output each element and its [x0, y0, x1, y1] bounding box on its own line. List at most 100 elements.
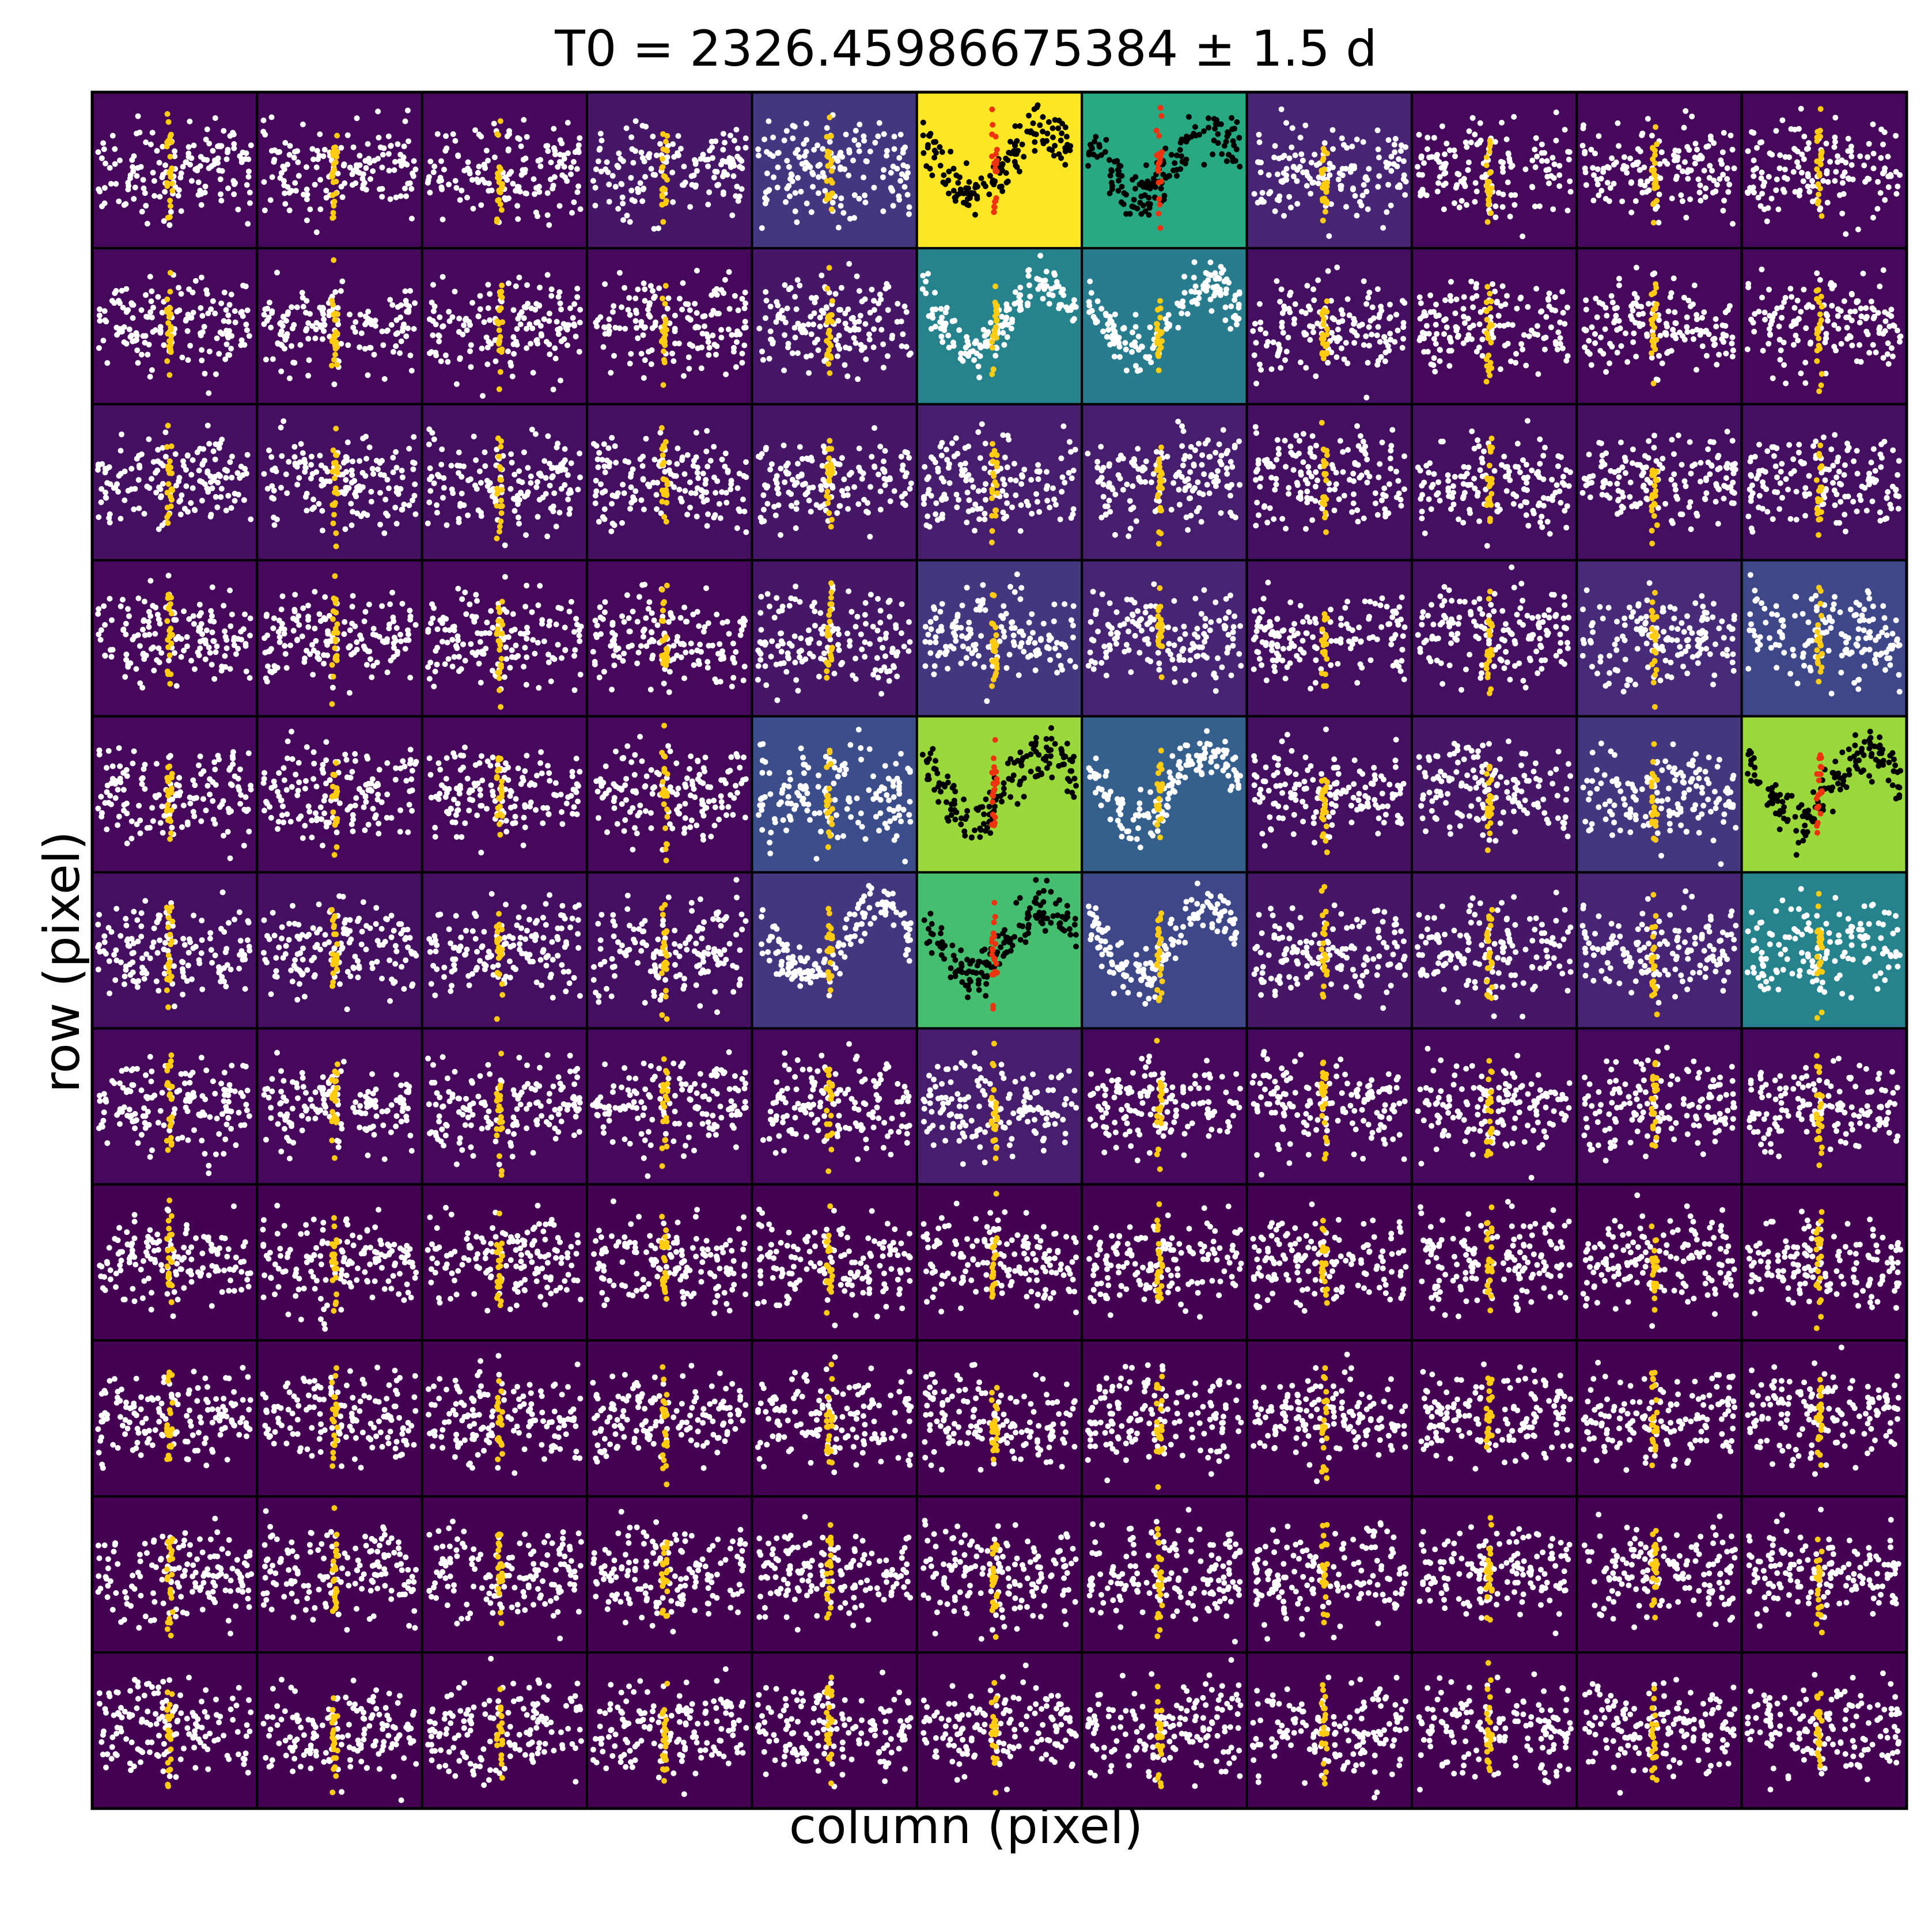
flux-point — [1707, 163, 1713, 169]
flux-point — [1027, 294, 1033, 299]
in-transit-point — [1158, 344, 1164, 350]
flux-point — [1294, 201, 1300, 207]
flux-point — [468, 476, 473, 482]
flux-point — [1127, 498, 1133, 504]
flux-point — [123, 201, 128, 207]
flux-point — [1214, 117, 1219, 123]
in-transit-point — [994, 147, 1000, 153]
flux-point — [763, 315, 768, 321]
flux-point — [412, 493, 418, 499]
flux-point — [345, 342, 351, 348]
flux-point — [763, 289, 768, 295]
flux-point — [1286, 194, 1292, 200]
flux-point — [507, 486, 513, 492]
in-transit-point — [664, 519, 669, 525]
flux-point — [699, 365, 704, 371]
flux-point — [349, 468, 355, 473]
in-transit-point — [991, 209, 997, 215]
in-transit-point — [497, 327, 502, 333]
flux-point — [727, 155, 733, 161]
flux-point — [596, 450, 602, 456]
flux-point — [816, 174, 821, 180]
in-transit-point — [332, 475, 338, 481]
flux-point — [550, 465, 556, 471]
flux-point — [632, 295, 638, 301]
flux-point — [235, 207, 241, 213]
flux-point — [694, 310, 700, 316]
in-transit-point — [659, 425, 665, 431]
flux-point — [770, 135, 776, 141]
flux-point — [767, 356, 772, 362]
flux-point — [1044, 498, 1050, 503]
flux-point — [988, 320, 994, 325]
flux-point — [626, 295, 632, 301]
flux-point — [270, 175, 275, 180]
flux-point — [116, 298, 122, 304]
flux-point — [1474, 188, 1480, 194]
flux-point — [134, 173, 140, 179]
flux-point — [514, 203, 520, 208]
flux-point — [593, 166, 599, 172]
flux-point — [739, 165, 745, 171]
flux-point — [1508, 358, 1514, 364]
flux-point — [1291, 164, 1297, 170]
flux-point — [1672, 309, 1677, 315]
flux-point — [755, 146, 761, 152]
flux-point — [641, 332, 646, 338]
flux-point — [214, 505, 220, 510]
flux-point — [153, 490, 159, 495]
flux-point — [272, 147, 278, 153]
flux-point — [262, 207, 268, 213]
flux-point — [1124, 367, 1130, 373]
flux-point — [963, 445, 968, 451]
flux-point — [1866, 141, 1872, 147]
flux-point — [635, 287, 641, 293]
flux-point — [1375, 184, 1381, 189]
flux-point — [1046, 291, 1052, 297]
flux-point — [1207, 454, 1213, 460]
flux-point — [190, 486, 196, 491]
flux-point — [676, 153, 681, 158]
flux-point — [141, 177, 146, 183]
flux-point — [1387, 161, 1392, 167]
flux-point — [1053, 502, 1059, 507]
in-transit-point — [825, 488, 831, 494]
flux-point — [1543, 314, 1549, 320]
flux-point — [132, 486, 138, 492]
flux-point — [367, 160, 373, 166]
flux-point — [835, 354, 840, 359]
flux-point — [1098, 152, 1104, 158]
flux-point — [1730, 221, 1736, 227]
flux-point — [1605, 180, 1611, 185]
in-transit-point — [994, 310, 1000, 316]
flux-point — [1809, 178, 1815, 184]
flux-point — [1298, 359, 1304, 365]
flux-point — [1809, 304, 1815, 310]
flux-point — [1611, 181, 1617, 187]
flux-point — [1419, 172, 1425, 178]
flux-point — [1863, 305, 1869, 311]
flux-point — [547, 351, 552, 357]
flux-point — [1011, 148, 1017, 154]
in-transit-point — [333, 452, 339, 458]
in-transit-point — [498, 503, 503, 509]
flux-point — [438, 462, 444, 468]
flux-point — [933, 150, 939, 156]
flux-point — [782, 138, 787, 143]
flux-point — [1252, 191, 1257, 197]
flux-point — [197, 188, 203, 194]
flux-point — [672, 313, 678, 319]
in-transit-point — [1819, 294, 1824, 299]
flux-point — [338, 288, 344, 294]
in-transit-point — [332, 310, 338, 316]
flux-point — [880, 342, 886, 347]
flux-point — [1370, 305, 1376, 310]
flux-point — [533, 484, 539, 490]
flux-point — [858, 313, 863, 319]
flux-point — [974, 196, 980, 202]
flux-point — [1498, 366, 1503, 372]
flux-point — [1059, 131, 1065, 137]
flux-point — [1141, 184, 1146, 189]
flux-point — [395, 141, 400, 147]
flux-point — [1149, 182, 1155, 188]
